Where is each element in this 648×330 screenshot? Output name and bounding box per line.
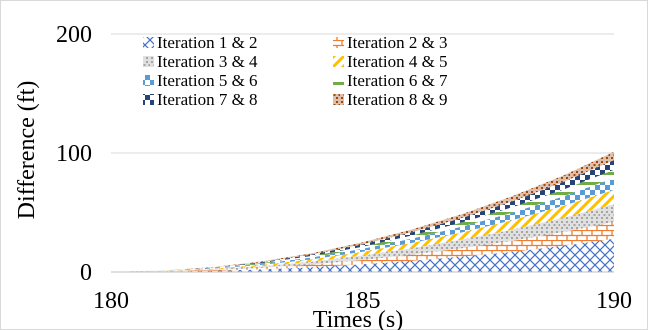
legend-label: Iteration 1 & 2 <box>157 33 258 52</box>
legend: Iteration 1 & 2 Iteration 2 & 3Iteration … <box>143 33 448 109</box>
legend-label: Iteration 3 & 4 <box>157 52 258 71</box>
legend-item: Iteration 1 & 2 <box>143 33 258 52</box>
legend-item: Iteration 3 & 4 <box>143 52 258 71</box>
legend-swatch <box>143 56 154 67</box>
legend-swatch <box>143 75 154 86</box>
legend-swatch <box>333 75 344 86</box>
stacked-areas <box>111 151 614 272</box>
legend-swatch <box>143 94 154 105</box>
x-tick-label: 190 <box>596 288 632 314</box>
y-tick-label: 0 <box>80 260 92 286</box>
y-tick-label: 100 <box>56 141 92 167</box>
legend-item: Iteration 6 & 7 <box>333 71 448 90</box>
legend-item: Iteration 8 & 9 <box>333 90 448 109</box>
legend-swatch <box>333 94 344 105</box>
legend-label: Iteration 5 & 6 <box>157 71 258 90</box>
area-series-1 <box>111 238 614 272</box>
axes: 0 100 200 180 185 190 <box>56 22 632 314</box>
legend-label: Iteration 6 & 7 <box>347 71 448 90</box>
area-series-3 <box>111 204 614 272</box>
legend-label: Iteration 2 & 3 <box>347 33 448 52</box>
legend-label: Iteration 4 & 5 <box>347 52 448 71</box>
y-tick-label: 200 <box>56 22 92 48</box>
legend-swatch <box>333 37 344 48</box>
legend-label: Iteration 8 & 9 <box>347 90 448 109</box>
legend-item: Iteration 5 & 6 <box>143 71 258 90</box>
legend-item: Iteration 4 & 5 <box>333 52 448 71</box>
legend-swatch <box>143 37 154 48</box>
legend-label: Iteration 7 & 8 <box>157 90 258 109</box>
area-series-2 <box>111 222 614 272</box>
y-axis-label: Difference (ft) <box>14 81 40 220</box>
legend-swatch <box>333 56 344 67</box>
legend-item: Iteration 2 & 3 <box>333 33 448 52</box>
x-tick-label: 180 <box>93 288 129 314</box>
x-axis-label: Times (s) <box>313 307 403 330</box>
legend-item: Iteration 7 & 8 <box>143 90 258 109</box>
x-tick-label: 185 <box>345 288 381 314</box>
